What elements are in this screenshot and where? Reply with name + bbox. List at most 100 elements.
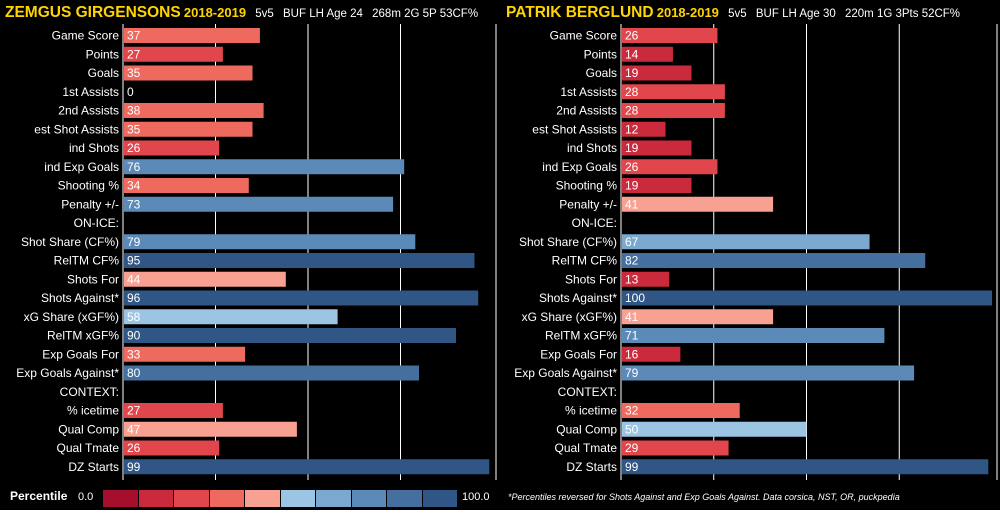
bar — [124, 196, 394, 212]
category-label: DZ Starts — [68, 460, 119, 474]
category-label: xG Share (xGF%) — [24, 310, 119, 324]
team: BUF — [755, 8, 779, 20]
bar — [622, 234, 870, 250]
bar — [622, 103, 725, 118]
strength: 5v5 — [255, 8, 274, 20]
legend-swatch — [280, 490, 316, 507]
data-label: 16 — [625, 347, 639, 361]
data-label: 73 — [127, 197, 141, 211]
category-label: RelTM CF% — [552, 254, 618, 268]
data-label: 44 — [127, 272, 141, 286]
bar — [124, 140, 220, 156]
data-label: 99 — [625, 460, 639, 474]
category-label: Penalty +/- — [61, 197, 119, 211]
category-label: Exp Goals Against* — [16, 366, 119, 380]
data-label: 82 — [625, 254, 639, 268]
category-label: % icetime — [565, 404, 617, 418]
data-label: 71 — [625, 329, 639, 343]
bar — [124, 309, 338, 325]
left-chart-title: ZEMGUS GIRGENSONS 2018-2019 5v5 BUF LH A… — [5, 4, 478, 22]
legend-swatch — [387, 490, 423, 507]
category-label: Qual Tmate — [555, 441, 618, 455]
data-label: 41 — [625, 197, 639, 211]
legend-swatch — [103, 490, 139, 507]
bar — [622, 328, 885, 343]
data-label: 12 — [625, 122, 639, 136]
data-label: 99 — [127, 460, 141, 474]
category-label: est Shot Assists — [34, 122, 119, 136]
legend-swatch — [245, 490, 281, 507]
category-label: Qual Tmate — [57, 441, 120, 455]
bar — [124, 421, 297, 437]
footnote: *Percentiles reversed for Shots Against … — [508, 492, 900, 502]
bar — [124, 65, 253, 81]
bar — [124, 121, 253, 137]
category-label: Shots Against* — [41, 291, 119, 305]
data-label: 95 — [127, 254, 141, 268]
bar — [622, 84, 725, 100]
bar — [622, 159, 718, 175]
category-label: Shot Share (CF%) — [21, 235, 119, 249]
bar — [622, 140, 692, 156]
legend-swatch — [174, 490, 210, 507]
category-label: CONTEXT: — [558, 385, 617, 399]
legend-min-label: 0.0 — [78, 491, 94, 503]
bar — [124, 28, 260, 43]
data-label: 50 — [625, 422, 639, 436]
data-label: 79 — [625, 366, 639, 380]
data-label: 80 — [127, 366, 141, 380]
bar — [622, 440, 729, 456]
data-label: 79 — [127, 235, 141, 249]
data-label: 19 — [625, 141, 639, 155]
player-name: ZEMGUS GIRGENSONS — [5, 4, 181, 21]
data-label: 27 — [127, 47, 141, 61]
data-label: 28 — [625, 85, 639, 99]
category-label: CONTEXT: — [60, 385, 119, 399]
data-label: 26 — [625, 29, 639, 43]
data-label: 67 — [625, 235, 639, 249]
bar — [622, 196, 774, 212]
data-label: 27 — [127, 404, 141, 418]
bar — [622, 253, 926, 268]
data-label: 26 — [625, 160, 639, 174]
bar — [124, 346, 246, 362]
bar — [622, 46, 673, 62]
legend-swatch — [209, 490, 245, 507]
bar — [622, 365, 915, 381]
category-label: Goals — [88, 66, 119, 80]
data-label: 41 — [625, 310, 639, 324]
position: LH — [309, 8, 324, 20]
data-label: 37 — [127, 29, 141, 43]
data-label: 0 — [127, 85, 134, 99]
category-label: RelTM xGF% — [47, 329, 119, 343]
bar — [124, 271, 286, 287]
category-label: RelTM xGF% — [545, 329, 617, 343]
bar — [622, 309, 774, 325]
bar — [124, 178, 249, 193]
category-label: Shooting % — [58, 179, 120, 193]
bar — [622, 421, 807, 437]
bar — [124, 103, 264, 118]
category-label: Points — [584, 47, 617, 61]
bar — [124, 46, 223, 62]
category-label: Exp Goals Against* — [514, 366, 617, 380]
data-label: 76 — [127, 160, 141, 174]
category-label: Goals — [586, 66, 617, 80]
bar — [124, 290, 479, 306]
category-label: Game Score — [550, 29, 618, 43]
legend-swatch — [138, 490, 174, 507]
data-label: 14 — [625, 47, 639, 61]
category-label: 2nd Assists — [58, 104, 119, 118]
right-chart-title: PATRIK BERGLUND 2018-2019 5v5 BUF LH Age… — [506, 4, 960, 22]
category-label: 2nd Assists — [556, 104, 617, 118]
data-label: 29 — [625, 441, 639, 455]
category-label: Shooting % — [556, 179, 618, 193]
category-label: 1st Assists — [560, 85, 617, 99]
category-label: Shots For — [565, 272, 617, 286]
bar — [124, 365, 419, 381]
data-label: 19 — [625, 179, 639, 193]
bar — [124, 253, 475, 268]
bar — [622, 459, 989, 475]
